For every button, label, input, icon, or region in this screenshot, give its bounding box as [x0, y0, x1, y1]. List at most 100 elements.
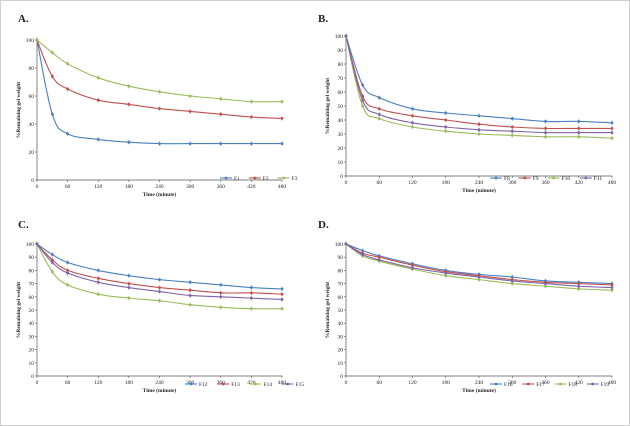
data-point — [219, 295, 223, 299]
data-point — [158, 142, 161, 146]
data-point — [127, 296, 131, 300]
series-line — [345, 35, 613, 124]
x-tick-label: 480 — [608, 180, 617, 186]
data-point — [577, 135, 581, 139]
data-point — [280, 142, 284, 146]
legend-swatch-marker — [224, 176, 228, 180]
data-point — [411, 263, 414, 267]
data-point — [50, 253, 54, 256]
legend-item-f1: F1 — [220, 176, 240, 182]
data-point — [158, 299, 161, 303]
data-point — [280, 298, 284, 301]
series-line — [36, 39, 282, 145]
data-point — [444, 111, 448, 115]
y-axis-title: %Remaining gel weight — [16, 82, 22, 138]
chart-panel-c: C.01020304050607080901000601201802403003… — [16, 219, 304, 394]
legend-swatch-marker — [221, 382, 225, 386]
legend-swatch-marker — [523, 176, 527, 180]
data-point — [158, 107, 161, 110]
y-tick-label: 10 — [338, 160, 344, 166]
y-tick-label: 60 — [338, 90, 344, 96]
data-point — [219, 97, 223, 101]
x-tick-label: 180 — [125, 380, 134, 386]
data-point — [361, 104, 365, 108]
series-line — [36, 243, 283, 310]
data-point — [344, 242, 348, 246]
legend-item-f17: F17 — [522, 382, 545, 388]
x-tick-label: 360 — [217, 380, 226, 386]
legend-label: F14 — [263, 382, 272, 388]
data-point — [249, 115, 253, 119]
y-axis-title: %Remaining gel weight — [325, 282, 331, 338]
legend-label: F15 — [296, 382, 305, 388]
y-tick-label: 30 — [338, 334, 344, 340]
data-point — [219, 112, 223, 116]
data-point — [249, 291, 253, 295]
data-point — [411, 266, 414, 270]
data-point — [249, 100, 253, 103]
legend-swatch-marker — [584, 176, 588, 180]
legend-label: F13 — [231, 382, 240, 388]
data-point — [377, 117, 381, 120]
data-point — [477, 128, 481, 132]
legend-item-f8: F8 — [490, 176, 510, 182]
data-point — [127, 103, 131, 106]
x-tick-label: 180 — [442, 180, 451, 186]
legend-swatch-marker — [494, 176, 498, 180]
y-tick-label: 80 — [338, 62, 344, 68]
x-tick-label: 300 — [508, 180, 517, 186]
data-point — [96, 138, 100, 141]
legend-swatch-marker — [526, 382, 530, 386]
legend-label: F16 — [504, 382, 513, 388]
data-point — [377, 255, 381, 259]
y-tick-label: 10 — [29, 361, 35, 367]
y-tick-label: 80 — [29, 268, 35, 274]
data-point — [361, 99, 365, 102]
data-point — [444, 118, 448, 122]
data-point — [477, 275, 481, 279]
data-point — [510, 129, 514, 133]
data-point — [411, 121, 414, 125]
y-tick-label: 40 — [338, 321, 344, 327]
x-tick-label: 420 — [247, 184, 256, 190]
data-point — [96, 280, 100, 284]
legend-swatch-marker — [559, 382, 562, 386]
data-point — [35, 242, 39, 246]
series-f13 — [35, 241, 284, 297]
data-point — [577, 126, 581, 130]
data-point — [610, 126, 614, 130]
data-point — [66, 261, 70, 264]
data-point — [444, 271, 448, 275]
x-tick-label: 120 — [408, 180, 417, 186]
series-line — [345, 35, 613, 139]
y-tick-label: 60 — [29, 295, 35, 301]
x-tick-label: 360 — [541, 180, 550, 186]
legend-label: F19 — [601, 382, 610, 388]
x-tick-label: 120 — [408, 380, 417, 386]
legend-swatch-marker — [286, 382, 289, 386]
legend-label: F18 — [568, 382, 577, 388]
legend-swatch-marker — [494, 382, 498, 386]
data-point — [127, 84, 131, 88]
data-point — [510, 279, 514, 283]
legend-swatch-marker — [253, 176, 257, 180]
data-point — [50, 112, 54, 116]
data-point — [249, 296, 253, 300]
chart-panel-d: D. 0 10 20 30 40 50 60 70 80 90 100 0 60 120 180 240 300 3… — [318, 219, 616, 394]
x-tick-label: 240 — [155, 380, 164, 386]
y-tick-label: 80 — [338, 268, 344, 274]
data-point — [377, 96, 381, 99]
x-tick-label: 420 — [247, 380, 256, 386]
data-point — [188, 142, 192, 146]
data-point — [188, 280, 192, 284]
data-point — [577, 282, 581, 285]
series-f14 — [35, 241, 284, 311]
data-point — [544, 284, 547, 288]
legend-item-f19: F19 — [586, 382, 610, 388]
series-line — [36, 243, 283, 295]
data-point — [577, 131, 581, 135]
y-tick-label: 10 — [338, 361, 344, 367]
data-point — [50, 51, 54, 54]
y-tick-label: 50 — [338, 308, 344, 314]
